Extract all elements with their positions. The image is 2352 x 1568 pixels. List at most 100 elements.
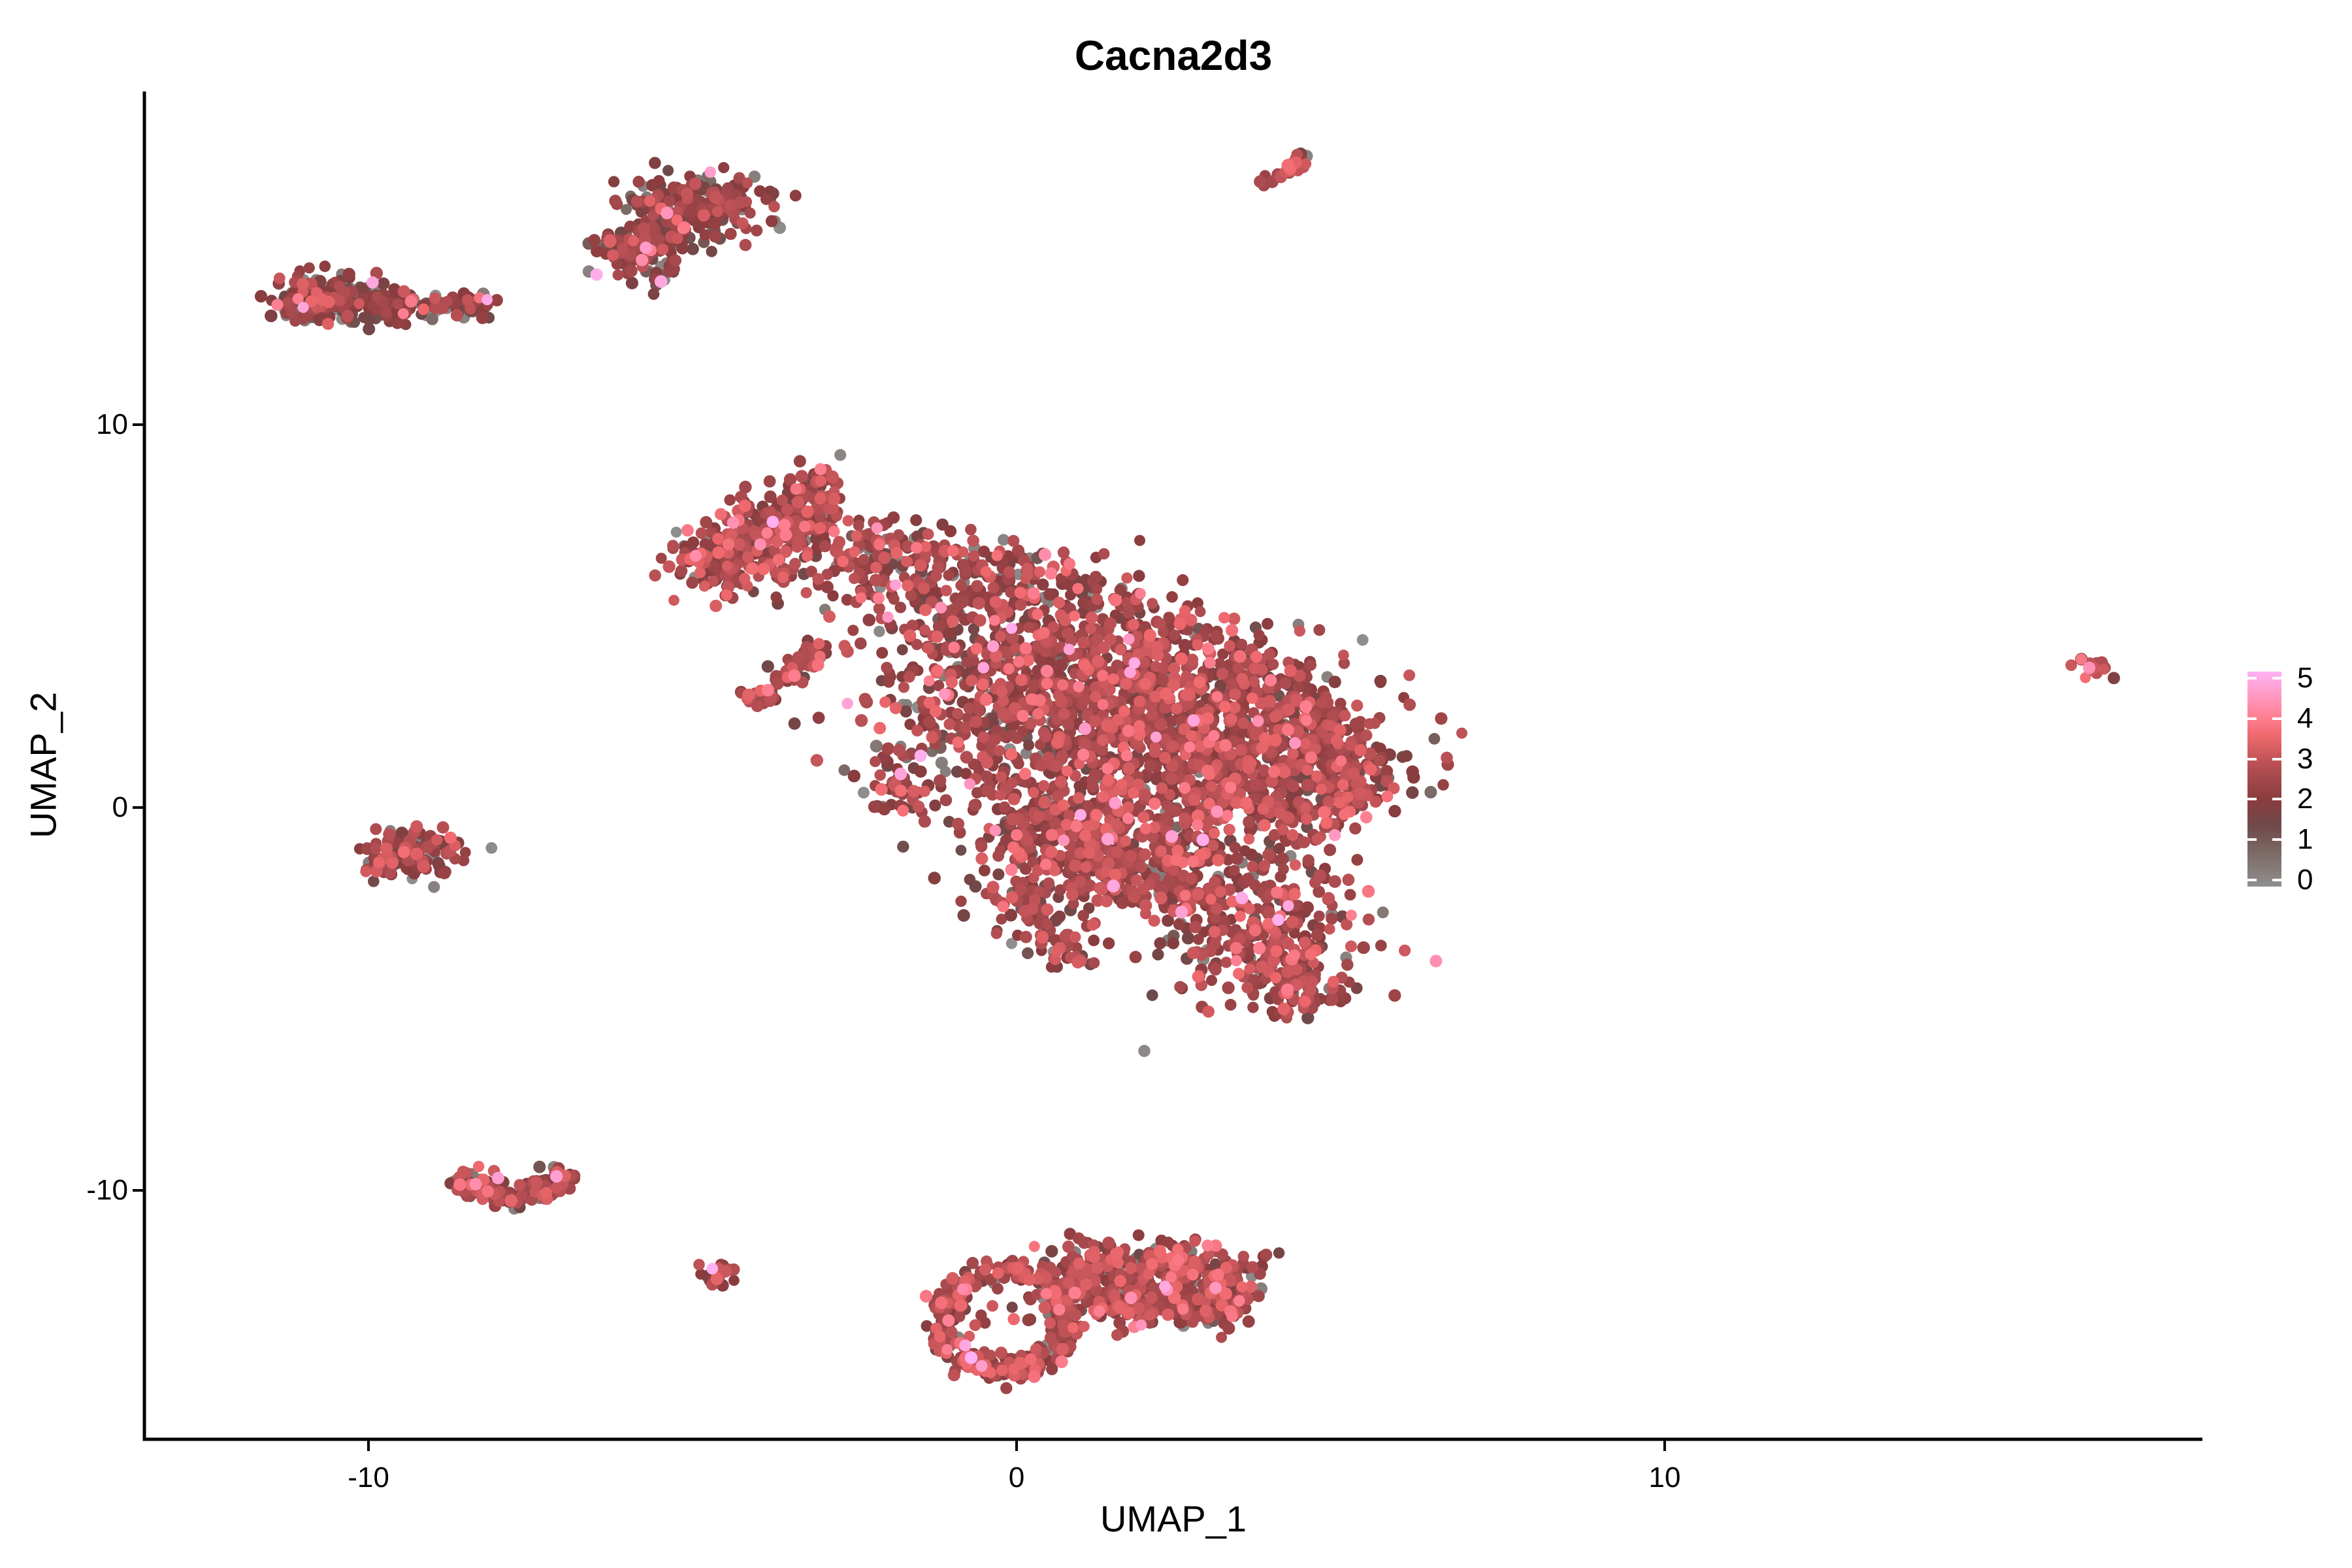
data-point <box>341 310 354 323</box>
data-point <box>1079 738 1092 751</box>
data-point <box>1168 864 1179 876</box>
data-point <box>426 313 438 325</box>
data-point <box>591 245 603 257</box>
data-point <box>1038 780 1050 791</box>
data-point <box>1074 875 1086 889</box>
data-point <box>356 283 369 296</box>
data-point <box>1273 842 1285 855</box>
data-point <box>699 538 711 550</box>
data-point <box>1028 679 1040 692</box>
data-point <box>932 620 946 633</box>
data-point <box>1103 617 1117 630</box>
data-point <box>1375 939 1387 952</box>
data-point <box>1247 860 1258 873</box>
data-point <box>892 743 906 757</box>
data-point <box>1388 989 1401 1002</box>
data-point <box>1111 846 1123 858</box>
data-point <box>789 557 801 570</box>
data-point <box>1217 648 1229 660</box>
data-point <box>970 715 983 728</box>
data-point <box>945 1326 958 1339</box>
data-point <box>873 602 885 615</box>
data-point <box>795 470 808 483</box>
data-point <box>1163 612 1175 623</box>
data-point <box>1077 636 1090 649</box>
data-point <box>1090 583 1103 595</box>
data-point <box>1268 828 1281 841</box>
data-point <box>1301 779 1314 792</box>
data-point <box>1145 1291 1158 1304</box>
data-point <box>706 246 717 257</box>
data-point <box>1039 730 1052 743</box>
data-point <box>1057 1319 1070 1331</box>
data-point <box>1054 659 1068 672</box>
data-point <box>792 651 804 663</box>
data-point <box>944 627 956 639</box>
data-point <box>667 181 680 194</box>
data-point <box>1098 548 1110 560</box>
data-point <box>693 1258 705 1271</box>
scatter-points-layer <box>254 147 2120 1394</box>
data-point <box>1281 966 1294 979</box>
data-point <box>1254 175 1267 188</box>
data-point <box>791 541 803 553</box>
data-point <box>1186 653 1199 666</box>
data-point <box>428 881 440 893</box>
data-point <box>898 681 909 693</box>
data-point <box>905 589 918 602</box>
data-point <box>973 614 987 627</box>
data-point <box>1388 805 1401 818</box>
data-point <box>812 711 825 725</box>
data-point <box>1207 840 1219 851</box>
data-point <box>995 771 1007 783</box>
data-point <box>1008 702 1021 715</box>
data-point <box>857 787 870 799</box>
data-point <box>1053 910 1066 923</box>
data-point <box>894 602 907 613</box>
data-point <box>1341 958 1354 971</box>
data-point <box>819 540 832 553</box>
data-point <box>1055 573 1067 585</box>
data-point <box>370 842 382 855</box>
data-point <box>1103 633 1117 645</box>
data-point <box>952 708 964 720</box>
data-point <box>1006 1301 1018 1313</box>
data-point <box>959 564 972 577</box>
data-point <box>632 176 645 188</box>
data-point <box>1032 664 1045 678</box>
data-point <box>1084 879 1096 892</box>
data-point <box>1124 850 1137 862</box>
data-point <box>900 705 912 718</box>
data-point <box>1006 813 1019 826</box>
data-point <box>914 765 927 778</box>
data-point <box>687 242 699 255</box>
data-point <box>1135 861 1147 874</box>
data-point <box>1262 848 1275 862</box>
data-point <box>800 587 812 598</box>
data-point <box>947 603 960 616</box>
data-point <box>1063 809 1075 822</box>
data-point <box>1088 934 1100 947</box>
data-point <box>739 238 752 252</box>
data-point <box>903 671 915 683</box>
data-point <box>789 189 802 202</box>
data-point <box>761 660 774 673</box>
data-point <box>1163 874 1175 886</box>
data-point <box>1226 678 1238 691</box>
data-point <box>1214 657 1226 670</box>
data-point <box>1287 779 1299 792</box>
data-point <box>1456 727 1467 739</box>
data-point <box>1326 913 1338 925</box>
data-point <box>1010 642 1021 654</box>
data-point <box>533 1160 546 1173</box>
data-point <box>1065 589 1076 601</box>
data-point <box>1266 775 1279 788</box>
data-point <box>771 677 784 690</box>
data-point <box>754 185 766 197</box>
data-point <box>881 662 893 674</box>
data-point <box>273 272 286 284</box>
data-point <box>855 714 868 727</box>
data-point <box>1043 588 1056 601</box>
data-point <box>410 820 423 833</box>
